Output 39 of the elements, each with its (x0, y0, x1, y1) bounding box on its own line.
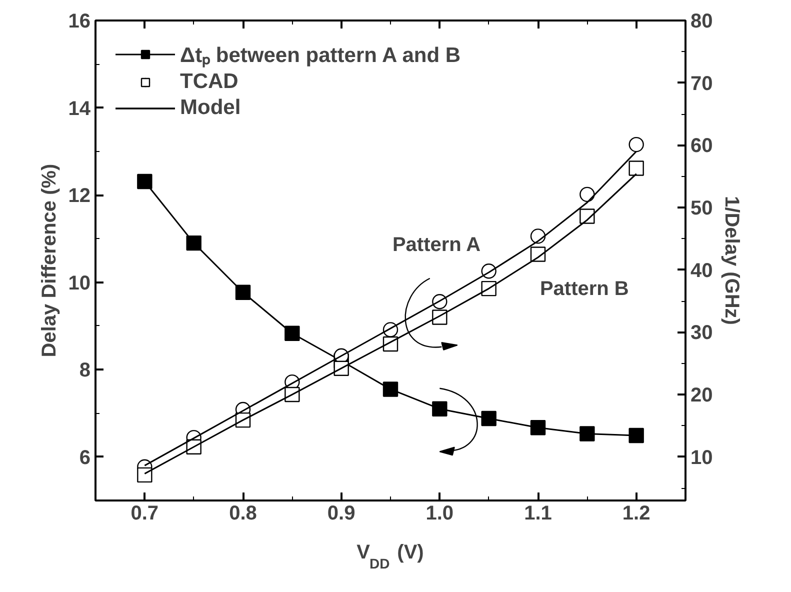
point (628, 160, 644, 176)
y2-tick-label: 80 (690, 10, 713, 32)
y-axis-title: Delay Difference (%) (38, 164, 60, 358)
y-tick-label: 10 (68, 272, 91, 294)
y2-tick-label: 60 (690, 135, 713, 158)
point (432, 401, 448, 416)
y-tick-label: 6 (79, 446, 90, 469)
x-tick-label: 1.1 (524, 502, 552, 524)
legend-label: Model (180, 96, 241, 120)
y-tick-label: 14 (68, 98, 92, 120)
y-tick-label: 8 (79, 360, 90, 382)
point (137, 174, 152, 190)
point (235, 284, 251, 300)
x-tick-label: 0.8 (229, 502, 257, 524)
point (530, 420, 546, 436)
x-tick-label: 0.7 (130, 502, 159, 524)
point (382, 382, 398, 397)
point (481, 410, 496, 426)
y2-tick-label: 70 (690, 72, 713, 95)
y-tick-label: 16 (68, 10, 91, 32)
point (137, 467, 152, 483)
y2-tick-label: 30 (690, 322, 713, 344)
y2-tick-label: 40 (690, 260, 713, 282)
x-tick-label: 0.9 (327, 502, 356, 524)
y-tick-label: 12 (68, 185, 91, 208)
y2-tick-label: 20 (690, 384, 713, 407)
y2-axis-title: 1/Delay (GHz) (720, 196, 743, 325)
point (186, 235, 202, 251)
x-tick-label: 1.2 (622, 502, 650, 524)
point (628, 428, 644, 444)
point (580, 426, 595, 442)
legend-label: TCAD (180, 70, 238, 94)
annotation: Pattern A (392, 234, 481, 256)
annotation: Pattern B (540, 278, 629, 300)
point (284, 326, 300, 341)
y2-tick-label: 10 (690, 446, 713, 469)
y2-tick-label: 50 (690, 198, 713, 220)
legend-label: Δtₚ between pattern A and B (180, 43, 461, 68)
x-tick-label: 1.0 (426, 502, 454, 524)
